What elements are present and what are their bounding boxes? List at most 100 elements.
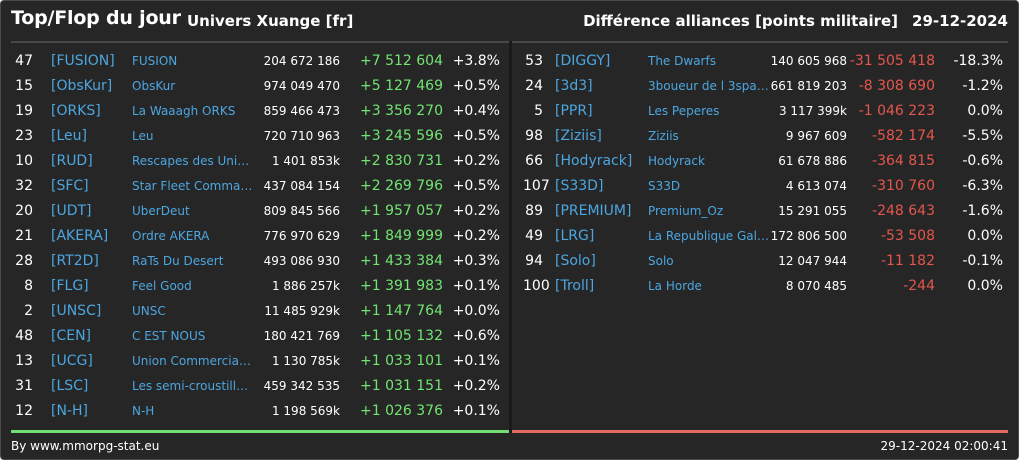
alliance-name-link[interactable]: The Dwarfs [648,54,716,68]
alliance-points: 15 291 055 [778,204,847,218]
alliance-tag-link[interactable]: [UNSC] [51,303,102,319]
alliance-points: 172 806 500 [770,229,847,243]
points-difference: -248 643 [872,203,935,219]
alliance-tag-link[interactable]: [UDT] [51,203,92,219]
alliance-tag-link[interactable]: [Solo] [555,253,596,269]
alliance-tag-link[interactable]: [FLG] [51,278,89,294]
alliance-tag-link[interactable]: [RUD] [51,153,93,169]
table-row: 13 [UCG] Union Commerciale... 1 130 785k +1 … [11,349,509,374]
panel-separator [509,41,512,433]
alliance-rank: 19 [15,103,33,119]
alliance-name-link[interactable]: Rescapes des Univ... [132,154,254,168]
alliance-name-link[interactable]: Union Commerciale... [132,354,254,368]
alliance-name-link[interactable]: UberDeut [132,204,190,218]
alliance-tag-link[interactable]: [3d3] [555,78,593,94]
alliance-tag-link[interactable]: [Troll] [555,278,595,294]
points-difference: -8 308 690 [858,78,935,94]
percent-change: -0.1% [962,253,1003,269]
header: Top/Flop du jour Univers Xuange [fr] Dif… [1,1,1018,41]
alliance-rank: 13 [15,353,33,369]
alliance-tag-link[interactable]: [PPR] [555,103,593,119]
alliance-name-link[interactable]: Solo [648,254,674,268]
top-panel: 47 [FUSION] FUSION 204 672 186 +7 512 604 +3.… [11,41,509,433]
alliance-tag-link[interactable]: [PREMIUM] [555,203,632,219]
alliance-points: 859 466 473 [263,104,340,118]
header-date: 29-12-2024 [912,12,1008,30]
alliance-tag-link[interactable]: [LRG] [555,228,595,244]
alliance-points: 809 845 566 [263,204,340,218]
alliance-tag-link[interactable]: [ORKS] [51,103,101,119]
alliance-tag-link[interactable]: [DIGGY] [555,53,611,69]
alliance-rank: 66 [525,153,543,169]
alliance-tag-link[interactable]: [AKERA] [51,228,109,244]
alliance-name-link[interactable]: RaTs Du Desert [132,254,224,268]
alliance-name-link[interactable]: La Republique Gala... [648,229,770,243]
alliance-points: 61 678 886 [778,154,847,168]
alliance-name-link[interactable]: La Waaagh ORKS [132,104,236,118]
alliance-rank: 100 [523,278,550,294]
alliance-rank: 10 [15,153,33,169]
alliance-name-link[interactable]: Star Fleet Command [132,179,254,193]
points-difference: -244 [903,278,935,294]
points-difference: +7 512 604 [360,53,443,69]
alliance-tag-link[interactable]: [LSC] [51,378,89,394]
table-row: 19 [ORKS] La Waaagh ORKS 859 466 473 +3 356 … [11,99,509,124]
table-row: 12 [N-H] N-H 1 198 569k +1 026 376 +0.1% [11,399,509,424]
alliance-name-link[interactable]: Feel Good [132,279,192,293]
percent-change: +0.0% [452,303,500,319]
alliance-tag-link[interactable]: [CEN] [51,328,92,344]
points-difference: +3 245 596 [360,128,443,144]
points-difference: +1 026 376 [360,403,443,419]
alliance-name-link[interactable]: N-H [132,404,155,418]
alliance-name-link[interactable]: UNSC [132,304,166,318]
alliance-tag-link[interactable]: [Ziziis] [555,128,602,144]
points-difference: +1 849 999 [360,228,443,244]
alliance-tag-link[interactable]: [N-H] [51,403,88,419]
flop-panel: 53 [DIGGY] The Dwarfs 140 605 968 -31 505 41… [512,41,1008,433]
alliance-name-link[interactable]: S33D [648,179,681,193]
percent-change: -5.5% [962,128,1003,144]
alliance-name-link[interactable]: La Horde [648,279,702,293]
table-row: 8 [FLG] Feel Good 1 886 257k +1 391 983 +0.1% [11,274,509,299]
alliance-points: 661 819 203 [770,79,847,93]
alliance-name-link[interactable]: 3boueur de l 3space [648,79,770,93]
alliance-name-link[interactable]: Ordre AKERA [132,229,210,243]
alliance-tag-link[interactable]: [SFC] [51,178,89,194]
table-row: 89 [PREMIUM] Premium_Oz 15 291 055 -248 643 -… [512,199,1008,224]
table-row: 20 [UDT] UberDeut 809 845 566 +1 957 057 +0.2… [11,199,509,224]
alliance-tag-link[interactable]: [RT2D] [51,253,99,269]
alliance-tag-link[interactable]: [FUSION] [51,53,115,69]
table-row: 31 [LSC] Les semi-croustilla... 459 342 535… [11,374,509,399]
alliance-points: 8 070 485 [785,279,847,293]
alliance-tag-link[interactable]: [Leu] [51,128,87,144]
alliance-rank: 53 [525,53,543,69]
alliance-name-link[interactable]: Hodyrack [648,154,705,168]
alliance-points: 1 401 853k [271,154,340,168]
alliance-name-link[interactable]: Les semi-croustilla... [132,379,254,393]
top-list: 47 [FUSION] FUSION 204 672 186 +7 512 604 +3.… [11,49,509,424]
alliance-tag-link[interactable]: [UCG] [51,353,93,369]
alliance-name-link[interactable]: ObsKur [132,79,176,93]
alliance-rank: 31 [15,378,33,394]
footer-credit[interactable]: By www.mmorpg-stat.eu [11,439,160,453]
flop-panel-accent-bar [512,430,1008,433]
alliance-tag-link[interactable]: [Hodyrack] [555,153,633,169]
alliance-tag-link[interactable]: [S33D] [555,178,604,194]
alliance-name-link[interactable]: C EST NOUS [132,329,206,343]
alliance-name-link[interactable]: Ziziis [648,129,679,143]
alliance-name-link[interactable]: FUSION [132,54,178,68]
alliance-name-link[interactable]: Premium_Oz [648,204,724,218]
percent-change: +0.5% [452,178,500,194]
alliance-name-link[interactable]: Les Peperes [648,104,720,118]
points-difference: +1 957 057 [360,203,443,219]
percent-change: +0.1% [452,278,500,294]
points-difference: -310 760 [872,178,935,194]
alliance-name-link[interactable]: Leu [132,129,154,143]
alliance-tag-link[interactable]: [ObsKur] [51,78,113,94]
table-row: 21 [AKERA] Ordre AKERA 776 970 629 +1 849 99… [11,224,509,249]
alliance-rank: 48 [15,328,33,344]
percent-change: +3.8% [452,53,500,69]
alliance-points: 204 672 186 [263,54,340,68]
table-row: 107 [S33D] S33D 4 613 074 -310 760 -6.3% [512,174,1008,199]
